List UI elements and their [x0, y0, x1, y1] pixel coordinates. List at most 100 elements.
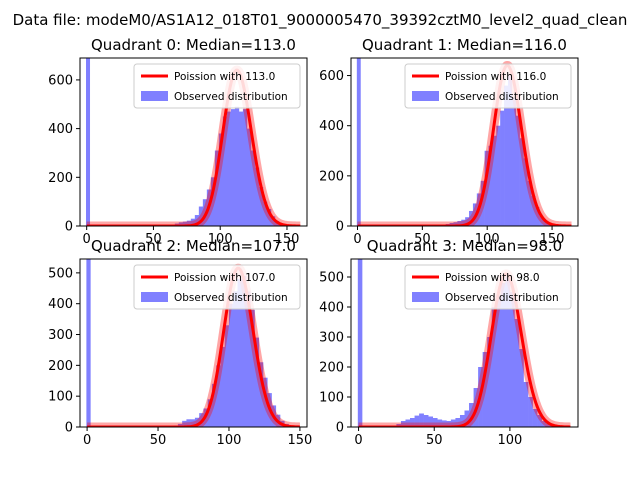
axes-frame [350, 258, 579, 428]
legend-patch-swatch [412, 91, 439, 101]
y-tick-label: 400 [319, 301, 344, 316]
histogram-bar [437, 419, 443, 427]
histogram-bar [509, 292, 515, 427]
histogram-bar [531, 195, 536, 226]
poisson-curve-line [86, 68, 301, 226]
legend-box [133, 63, 301, 109]
y-tick-label: 100 [48, 390, 73, 405]
histogram-bar [457, 220, 462, 226]
histogram-bar [210, 177, 216, 226]
histogram-bar [211, 383, 217, 427]
histogram-bar [482, 352, 488, 427]
x-tick-label: 0 [83, 232, 91, 247]
subplot-quadrant-3: 0 50 100 0 100 200 300 400 500 Quadrant 3: Median… [319, 237, 579, 448]
legend: Poission with 116.0 Observed distribution [404, 63, 572, 109]
histogram-bar [400, 421, 406, 427]
histogram-bar [491, 307, 497, 427]
x-tick-label: 150 [275, 232, 300, 247]
histogram-bar-zero [356, 58, 361, 226]
histogram-bar [446, 421, 452, 427]
histogram-bar [523, 382, 529, 427]
histogram-bar [214, 150, 220, 226]
histogram-bar [546, 424, 552, 427]
histogram-bar [507, 75, 513, 226]
histogram-bar [496, 125, 501, 226]
x-tick-label: 50 [426, 433, 443, 448]
plot-area [84, 259, 303, 427]
histogram-bar [194, 417, 200, 427]
histogram-bar [254, 337, 260, 427]
plot-area [83, 58, 304, 226]
histogram-bar [419, 413, 424, 427]
histogram-bar [465, 217, 470, 226]
histogram-bar [441, 420, 447, 427]
histogram-bar [245, 291, 251, 427]
histogram-bar [484, 150, 489, 226]
histogram-bar [224, 325, 230, 427]
histogram-bar [258, 362, 264, 427]
histogram-bar [423, 415, 429, 427]
histogram-bar [198, 206, 204, 226]
histogram-bar [194, 215, 200, 226]
legend-label-observed: Observed distribution [445, 91, 559, 103]
histogram-bar [532, 409, 538, 427]
poisson-curve-line [87, 266, 300, 427]
x-tick-label: 0 [354, 433, 362, 448]
y-tick-label: 500 [48, 266, 73, 281]
y-tick-label: 500 [319, 271, 344, 286]
legend-patch-swatch [141, 292, 168, 302]
plot-area [354, 58, 575, 226]
histogram-bar [414, 415, 420, 427]
histogram-bar [488, 145, 493, 226]
histogram-bar [254, 167, 260, 226]
y-tick-label: 600 [48, 73, 73, 88]
histogram-bar [537, 415, 542, 427]
axes-frame [79, 57, 308, 227]
histogram-bar [263, 377, 268, 427]
x-tick-label: 100 [497, 433, 522, 448]
histogram-bar [504, 85, 509, 226]
histogram-bar [539, 215, 544, 226]
histogram-bar [405, 419, 411, 427]
histogram-bar [528, 397, 533, 427]
x-tick-label: 150 [287, 433, 312, 448]
histogram-bar [492, 135, 497, 226]
histogram-bar [250, 150, 256, 226]
plot-area [355, 259, 574, 427]
histogram-bar [527, 180, 532, 226]
histogram-bar [241, 275, 247, 427]
histogram-bar [182, 221, 188, 226]
histogram-bar [250, 309, 255, 427]
histogram-bar [234, 106, 240, 226]
histogram-bar [500, 283, 506, 427]
histogram-bar [505, 277, 511, 427]
poisson-curve-line [358, 272, 571, 427]
legend: Poission with 98.0 Observed distribution [404, 264, 572, 310]
histogram-bar [469, 403, 474, 427]
y-tick-label: 0 [65, 421, 73, 436]
legend-label-poisson: Poission with 113.0 [174, 71, 275, 83]
histogram-bar [220, 346, 226, 427]
legend-label-poisson: Poission with 107.0 [174, 272, 275, 284]
y-tick-label: 300 [319, 331, 344, 346]
subplot-title: Quadrant 1: Median=116.0 [362, 36, 567, 54]
subplot-title: Quadrant 0: Median=113.0 [91, 36, 296, 54]
legend-label-observed: Observed distribution [445, 292, 559, 304]
poisson-curve-line [357, 64, 572, 226]
y-tick-label: 400 [319, 119, 344, 134]
histogram-bar [207, 399, 213, 427]
histogram-bar [496, 295, 502, 427]
histogram-bar [262, 201, 268, 226]
legend-label-observed: Observed distribution [174, 91, 288, 103]
histogram-bar [266, 208, 272, 226]
histogram-bar [178, 222, 184, 226]
legend-label-poisson: Poission with 116.0 [445, 71, 546, 83]
y-tick-label: 0 [65, 220, 73, 235]
histogram-bar [518, 349, 524, 427]
histogram-bar [464, 410, 470, 427]
y-tick-label: 600 [319, 69, 344, 84]
histogram-bar [428, 416, 434, 427]
histogram-bar [487, 337, 493, 427]
legend-label-observed: Observed distribution [174, 292, 288, 304]
histogram-bar [228, 303, 234, 427]
